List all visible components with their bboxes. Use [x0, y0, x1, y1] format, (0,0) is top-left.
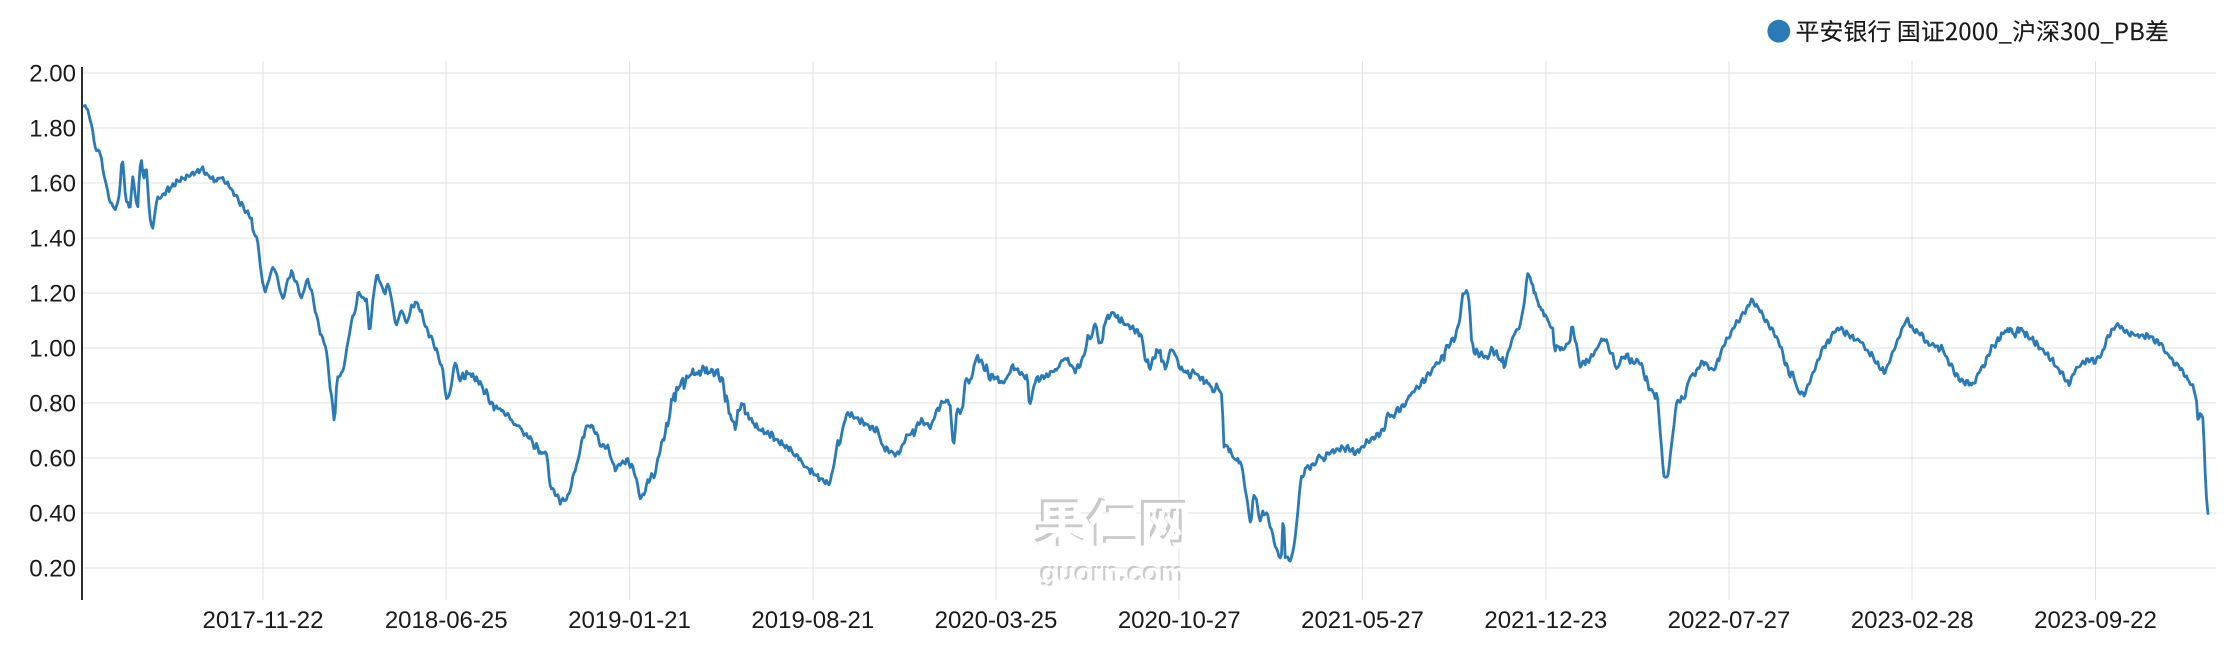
svg-text:2019-08-21: 2019-08-21	[751, 607, 874, 634]
svg-text:2019-01-21: 2019-01-21	[568, 607, 691, 634]
svg-text:2020-10-27: 2020-10-27	[1118, 607, 1241, 634]
svg-text:1.20: 1.20	[29, 281, 76, 308]
svg-text:2023-02-28: 2023-02-28	[1851, 607, 1974, 634]
svg-text:1.00: 1.00	[29, 336, 76, 363]
svg-text:2.00: 2.00	[29, 61, 76, 88]
svg-text:0.40: 0.40	[29, 501, 76, 528]
svg-text:1.60: 1.60	[29, 171, 76, 198]
svg-text:2018-06-25: 2018-06-25	[385, 607, 508, 634]
svg-text:2021-12-23: 2021-12-23	[1484, 607, 1607, 634]
svg-text:2017-11-22: 2017-11-22	[203, 607, 324, 634]
svg-text:1.40: 1.40	[29, 226, 76, 253]
svg-text:0.60: 0.60	[29, 446, 76, 473]
svg-text:2021-05-27: 2021-05-27	[1301, 607, 1424, 634]
svg-text:1.80: 1.80	[29, 116, 76, 143]
svg-text:2020-03-25: 2020-03-25	[935, 607, 1058, 634]
svg-text:guorn.com: guorn.com	[1039, 556, 1184, 587]
svg-text:0.80: 0.80	[29, 391, 76, 418]
svg-text:guorn.com: guorn.com	[1041, 558, 1186, 589]
svg-text:2022-07-27: 2022-07-27	[1668, 607, 1791, 634]
svg-text:0.20: 0.20	[29, 556, 76, 583]
svg-text:2023-09-22: 2023-09-22	[2034, 607, 2157, 634]
